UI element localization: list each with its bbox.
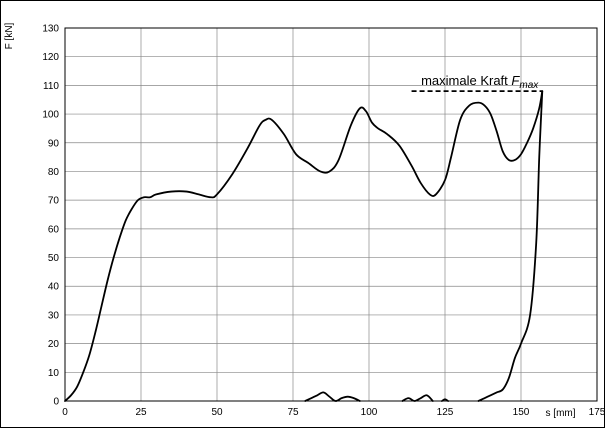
x-tick-label: 50	[211, 407, 223, 418]
series-line-4	[401, 394, 434, 402]
y-tick-label: 60	[48, 224, 60, 235]
y-tick-label: 130	[42, 24, 59, 35]
y-axis-label: F [kN]	[4, 22, 15, 49]
series-line-2	[477, 90, 544, 402]
series-line-1	[64, 90, 544, 402]
y-tick-label: 110	[43, 81, 59, 92]
y-tick-label: 100	[42, 110, 59, 121]
tick-labels: 0 25 50 75 100 125 150 175 0 10 20 30 40 50 60 70 80 90 10…	[42, 24, 605, 419]
x-tick-label: 150	[513, 407, 530, 418]
y-tick-label: 0	[53, 397, 59, 408]
y-tick-label: 10	[48, 368, 60, 379]
y-tick-label: 30	[48, 310, 60, 321]
x-axis-label: s [mm]	[546, 408, 576, 419]
y-tick-label: 90	[48, 138, 60, 149]
x-tick-label: 25	[135, 407, 147, 418]
y-tick-label: 50	[48, 253, 60, 264]
y-tick-label: 80	[48, 167, 60, 178]
x-tick-label: 175	[589, 407, 605, 418]
series-line-5	[441, 398, 449, 402]
y-tick-label: 120	[42, 52, 59, 63]
series-line-3	[304, 391, 361, 402]
fmax-annotation-subscript: max	[519, 80, 539, 91]
y-tick-label: 40	[48, 282, 60, 293]
fmax-annotation: maximale Kraft Fmax	[421, 73, 539, 91]
fmax-annotation-symbol: F	[511, 73, 520, 88]
x-tick-label: 0	[62, 407, 68, 418]
fmax-annotation-text: maximale Kraft	[421, 73, 511, 88]
y-tick-label: 20	[48, 339, 60, 350]
y-tick-label: 70	[48, 196, 60, 207]
plot-area-border	[64, 27, 598, 402]
x-tick-label: 125	[437, 407, 454, 418]
x-tick-label: 75	[287, 407, 299, 418]
x-tick-label: 100	[361, 407, 378, 418]
series-group	[64, 90, 544, 402]
